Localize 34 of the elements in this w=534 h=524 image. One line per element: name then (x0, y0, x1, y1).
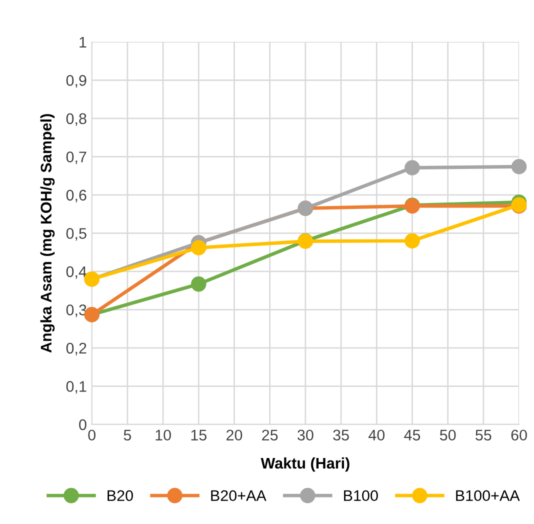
point (404, 160, 420, 176)
x-tick-label: 15 (191, 430, 207, 441)
y-tick-label: 0,4 (66, 266, 87, 279)
y-tick-label: 0,1 (66, 381, 86, 394)
y-tick-label: 0 (79, 419, 86, 430)
x-tick-label: 10 (156, 430, 171, 441)
legend-label: B100+AA (456, 490, 520, 502)
x-tick-label: 20 (226, 430, 242, 441)
x-tick-label: 25 (262, 430, 278, 441)
point (191, 276, 206, 292)
x-tick-label: 60 (511, 430, 527, 441)
y-tick-label: 1 (80, 36, 86, 48)
point (404, 233, 420, 248)
x-tick-label: 45 (404, 430, 420, 441)
x-tick-label: 35 (333, 430, 349, 441)
x-tick-label: 55 (476, 430, 492, 441)
y-tick-label: 0,5 (66, 228, 86, 241)
x-tick-label: 0 (88, 430, 96, 441)
x-tick-label: 50 (440, 430, 456, 441)
y-tick-label: 0,6 (66, 190, 86, 202)
legend-label: B100 (344, 490, 378, 502)
point (511, 158, 527, 174)
x-tick-label: 30 (298, 430, 314, 441)
y-tick-label: 0,8 (66, 113, 86, 126)
y-tick-label: 0,7 (66, 152, 86, 164)
x-tick-label: 5 (124, 430, 132, 441)
legend-label: B20 (108, 490, 133, 502)
y-tick-label: 0,9 (66, 75, 86, 88)
x-axis-title: Waktu (Hari) (260, 457, 350, 472)
y-axis-title: Angka Asam (mg KOH/g Sampel) (40, 114, 55, 353)
x-tick-label: 40 (368, 430, 385, 441)
point (191, 240, 206, 256)
legend-label: B20+AA (211, 490, 266, 502)
y-tick-label: 0,2 (66, 342, 86, 356)
